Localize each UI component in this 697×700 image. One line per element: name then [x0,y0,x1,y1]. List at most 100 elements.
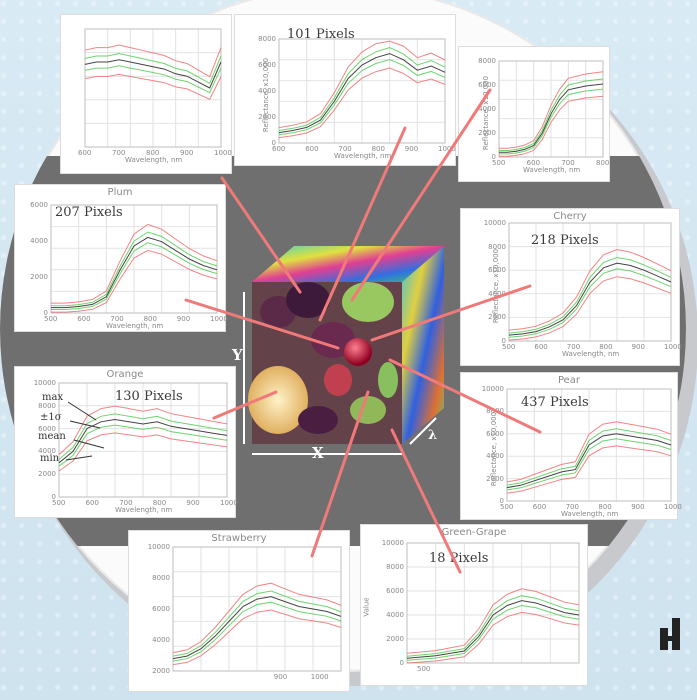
panel-topleft: 600 700 800 900 1000 Wavelength, nm [60,14,232,174]
hyperspectral-cube [243,246,444,455]
topright-max-curve [499,71,604,149]
topleft-max-curve [84,44,222,78]
panel-topright: 8000 6000 4000 2000 0 500 600 700 800 Wavelength,… [458,46,610,182]
panel-cherry: Cherry 10000 8000 6000 4000 2000 0 500 600 700 800… [460,208,682,366]
orange-max-curve [58,405,228,455]
pear [342,282,394,322]
pear-mean-curve [506,433,672,489]
topcenter-mean-curve [278,53,446,134]
topcenter-xtick: 800 [371,145,385,153]
grape-max-curve [406,588,580,654]
cherry-pixel-count: 218 Pixels [531,233,599,248]
grape-ytick: 6000 [386,587,404,595]
orange-lower-sigma-curve [58,424,228,467]
pear-xlabel: Wavelength, nm [561,510,619,518]
strawberry-title: Strawberry [211,533,267,544]
topleft-xtick: 900 [180,149,194,157]
pear-xtick: 800 [598,503,612,511]
cube-top-face [252,246,444,282]
orange-chart [58,382,228,498]
cherry-ytick: 2000 [488,313,506,322]
orange-xtick: 600 [85,499,99,507]
grape-upper-sigma-curve [406,595,580,657]
cherry-ytick: 10000 [483,219,506,227]
grape-pixel-count: 18 Pixels [429,551,489,566]
topright-lower-sigma-curve [499,88,604,155]
plum-ytick: 2000 [30,273,48,281]
plum-plot-frame [50,204,218,314]
plum-xtick: 1000 [210,315,228,323]
strawberry-max-curve [172,582,342,654]
pear-max-curve [506,421,672,483]
orange-xlabel: Wavelength, nm [115,506,173,514]
cherry-xlabel: Wavelength, nm [562,350,620,358]
legend-connector [65,455,93,461]
plum-min-curve [51,249,218,313]
topcenter-xtick: 600 [305,145,319,153]
cherry-ytick: 8000 [488,242,506,251]
topright-xtick: 600 [526,159,541,167]
pear-xtick: 900 [631,503,645,511]
pear-pixel-count: 437 Pixels [521,395,589,410]
orange-mean-curve [58,418,228,464]
orange-xtick: 800 [152,499,167,507]
pear-xtick: 1000 [664,503,682,511]
topcenter-lower-sigma-curve [278,59,446,136]
grape-mean-curve [406,600,580,659]
pear-min-curve [506,445,672,494]
plum-xtick: 900 [176,315,191,323]
topleft-lower-sigma-curve [84,65,222,94]
topright-ytick: 6000 [478,81,496,89]
pointer-line [220,176,302,294]
topright-plot-frame [498,60,604,158]
pointer-line [370,284,532,342]
strawberry-ytick: 6000 [152,605,170,613]
panel-orange: Orange 10000 8000 6000 4000 2000 0 500 600 700 800… [14,366,238,518]
plum-mean-curve [51,236,218,309]
cherry-xtick: 800 [599,343,613,351]
pear-ytick: 0 [499,497,504,505]
plum-max-curve [51,223,218,304]
topright-ytick: 8000 [478,57,496,65]
grape-ytick: 4000 [386,611,404,619]
pointer-line [388,358,542,434]
topright-min-curve [499,95,604,157]
orange-ytick: 4000 [38,447,56,456]
plum-ytick: 0 [43,309,48,317]
plum [311,322,355,358]
strawberry [324,364,352,396]
orange-upper-sigma-curve [58,413,228,460]
cherry-xtick: 600 [534,343,548,351]
grape-plot-frame [406,542,580,664]
topcenter-ytick: 2000 [258,113,276,121]
strawberry-upper-sigma-curve [172,590,342,657]
topcenter-chart [278,38,446,144]
topcenter-ytick: 0 [271,139,276,147]
topright-ytick: 0 [491,153,496,161]
pointer-line [390,428,462,574]
legend-sigma: ±1σ [40,412,62,423]
cherry-xtick: 1000 [664,343,682,351]
plum-pixel-count: 207 Pixels [55,205,123,220]
topleft-xtick: 700 [112,149,126,157]
topright-upper-sigma-curve [499,78,604,151]
topleft-upper-sigma-curve [84,52,222,85]
pear-ytick: 10000 [481,385,504,393]
plum-xtick: 800 [143,315,157,323]
topright-xlabel: Wavelength, nm [523,166,581,174]
topcenter-ytick: 4000 [258,87,276,95]
pointer-line [310,390,370,558]
legend-connector [73,439,105,449]
topleft-plot-frame [84,28,222,148]
topcenter-ytick: 8000 [258,35,276,43]
cherry-title: Cherry [553,211,587,222]
orange-ytick: 10000 [33,379,56,387]
pear-upper-sigma-curve [506,428,672,486]
legend-connector [69,420,101,429]
topleft-xtick: 1000 [214,149,232,157]
pointer-line [318,126,407,322]
panel-topcenter: 8000 6000 4000 2000 0 600 600 700 800 900 1000 Wave… [234,14,456,166]
panel-pear: Pear100008000600040002000050060070080090… [460,372,682,520]
pear-xtick: 500 [500,503,514,511]
